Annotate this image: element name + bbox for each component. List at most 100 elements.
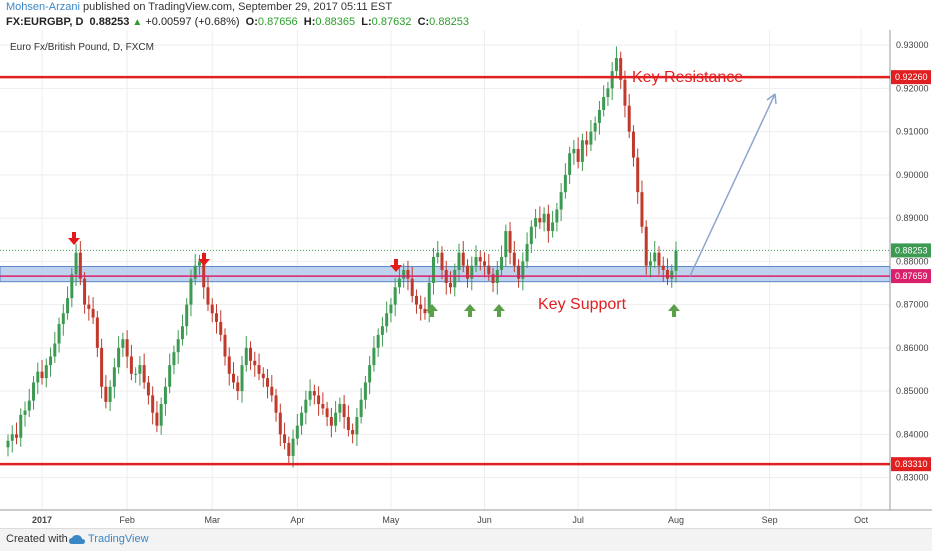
candle-body [393, 287, 397, 305]
candle-body [257, 365, 261, 374]
x-tick-label: Oct [854, 515, 869, 525]
candle-body [436, 252, 440, 258]
candle-body [240, 365, 244, 392]
candle-body [253, 360, 257, 366]
candle-body [83, 278, 87, 305]
y-tick-label: 0.93000 [896, 40, 929, 50]
x-tick-label: Mar [204, 515, 220, 525]
y-tick-label: 0.83000 [896, 473, 929, 483]
candle-body [508, 231, 512, 253]
x-tick-label: Jun [477, 515, 492, 525]
candle-body [146, 382, 150, 396]
candle-body [410, 278, 414, 296]
price-label: 0.92260 [895, 72, 928, 82]
candle-body [159, 404, 163, 426]
candle-body [168, 365, 172, 387]
candle-body [193, 265, 197, 279]
candle-body [606, 88, 610, 98]
y-tick-label: 0.87000 [896, 300, 929, 310]
open-label: O: [245, 16, 258, 28]
candle-body [134, 373, 138, 375]
y-tick-label: 0.86000 [896, 343, 929, 353]
candle-body [648, 261, 652, 266]
candle-body [210, 304, 214, 314]
candle-body [189, 278, 193, 305]
candle-body [555, 209, 559, 223]
candle-body [10, 434, 14, 441]
author-link[interactable]: Mohsen-Arzani [6, 1, 80, 13]
candle-body [572, 148, 576, 154]
candle-body [355, 417, 359, 435]
candle-body [551, 222, 555, 232]
candle-body [138, 365, 142, 374]
candle-body [597, 110, 601, 123]
candle-body [559, 192, 563, 210]
candle-body [657, 252, 661, 266]
candle-body [185, 304, 189, 327]
candle-body [546, 213, 550, 232]
candle-body [580, 140, 584, 162]
candle-body [15, 434, 19, 438]
candle-body [644, 226, 648, 266]
candle-body [317, 395, 321, 405]
candle-body [619, 58, 623, 80]
candle-body [589, 131, 593, 145]
candle-body [91, 308, 95, 318]
y-tick-label: 0.85000 [896, 386, 929, 396]
candle-body [474, 257, 478, 266]
publish-info: published on TradingView.com, September … [83, 1, 393, 13]
candle-body [270, 386, 274, 396]
candle-body [117, 347, 121, 368]
candle-body [27, 400, 31, 411]
candle-body [440, 252, 444, 270]
candle-body [504, 231, 508, 258]
chart-header: Mohsen-Arzani published on TradingView.c… [0, 0, 932, 30]
candle-body [614, 58, 618, 72]
candle-body [466, 265, 470, 279]
candle-body [529, 226, 533, 245]
candle-body [431, 257, 435, 283]
candle-body [342, 404, 346, 418]
price-label-box [891, 70, 931, 85]
candle-body [266, 378, 270, 387]
up-triangle-icon: ▲ [132, 17, 143, 28]
x-tick-label: Feb [119, 515, 135, 525]
candle-body [478, 257, 482, 262]
y-tick-label: 0.90000 [896, 170, 929, 180]
candle-body [87, 304, 91, 309]
key-resistance-label: Key Resistance [632, 69, 743, 86]
price-label: 0.87659 [895, 271, 928, 281]
projection-arrowhead [766, 93, 777, 105]
price-chart[interactable]: 0.93000 0.92000 0.91000 0.90000 0.89000 0.880… [0, 30, 932, 528]
chart-area[interactable]: 0.93000 0.92000 0.91000 0.90000 0.89000 0.880… [0, 30, 932, 528]
ohlc-line: FX:EURGBP, D 0.88253 ▲ +0.00597 (+0.68%)… [6, 16, 469, 28]
candle-body [623, 79, 627, 106]
x-tick-label: Sep [762, 515, 778, 525]
chart-title: Euro Fx/British Pound, D, FXCM [10, 42, 154, 53]
candle-body [300, 412, 304, 426]
tradingview-link[interactable]: TradingView [88, 533, 149, 545]
candle-body [351, 430, 355, 435]
candle-body [661, 265, 665, 270]
candle-body [287, 442, 291, 456]
candle-body [206, 287, 210, 305]
low-value: 0.87632 [371, 16, 412, 28]
candle-body [219, 321, 223, 335]
candle-body [232, 373, 236, 383]
candle-body [542, 213, 546, 223]
up-arrow-icon [493, 304, 505, 317]
y-tick-label: 0.88000 [896, 256, 929, 266]
low-label: L: [361, 16, 372, 28]
cloud-logo-icon [69, 535, 85, 544]
candle-body [419, 304, 423, 309]
high-value: 0.88365 [315, 16, 356, 28]
candle-body [665, 270, 669, 279]
candle-body [108, 386, 112, 402]
x-tick-label: Aug [668, 515, 684, 525]
candle-body [236, 382, 240, 392]
candle-body [368, 365, 372, 383]
candle-body [627, 105, 631, 132]
candle-body [338, 404, 342, 413]
last-price: 0.88253 [89, 16, 130, 28]
candle-body [49, 356, 53, 366]
